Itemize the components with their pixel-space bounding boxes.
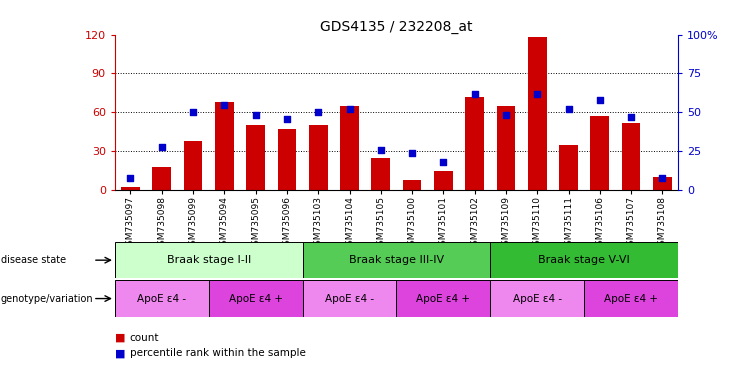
- Bar: [465, 97, 484, 190]
- Point: [437, 159, 449, 165]
- Title: GDS4135 / 232208_at: GDS4135 / 232208_at: [320, 20, 473, 33]
- Bar: [153, 167, 171, 190]
- Bar: [491, 242, 678, 278]
- Bar: [591, 116, 609, 190]
- Text: Braak stage V-VI: Braak stage V-VI: [538, 255, 630, 265]
- Bar: [584, 280, 678, 317]
- Point: [531, 91, 543, 97]
- Bar: [302, 242, 491, 278]
- Point: [124, 175, 136, 181]
- Bar: [434, 170, 453, 190]
- Text: ApoE ε4 -: ApoE ε4 -: [137, 293, 186, 304]
- Point: [312, 109, 324, 116]
- Bar: [302, 280, 396, 317]
- Point: [500, 113, 512, 119]
- Bar: [396, 280, 491, 317]
- Text: disease state: disease state: [1, 255, 66, 265]
- Bar: [309, 125, 328, 190]
- Point: [219, 101, 230, 108]
- Text: ApoE ε4 -: ApoE ε4 -: [325, 293, 374, 304]
- Text: ApoE ε4 +: ApoE ε4 +: [229, 293, 282, 304]
- Point: [469, 91, 481, 97]
- Bar: [121, 187, 140, 190]
- Text: ApoE ε4 -: ApoE ε4 -: [513, 293, 562, 304]
- Text: genotype/variation: genotype/variation: [1, 293, 93, 304]
- Bar: [371, 158, 391, 190]
- Text: Braak stage I-II: Braak stage I-II: [167, 255, 251, 265]
- Bar: [215, 102, 233, 190]
- Point: [406, 150, 418, 156]
- Point: [281, 116, 293, 122]
- Bar: [491, 280, 584, 317]
- Text: ApoE ε4 +: ApoE ε4 +: [604, 293, 658, 304]
- Bar: [246, 125, 265, 190]
- Point: [594, 97, 605, 103]
- Bar: [209, 280, 302, 317]
- Text: Braak stage III-IV: Braak stage III-IV: [349, 255, 444, 265]
- Bar: [402, 180, 422, 190]
- Point: [625, 114, 637, 120]
- Bar: [340, 106, 359, 190]
- Point: [250, 113, 262, 119]
- Bar: [115, 242, 302, 278]
- Text: ■: ■: [115, 333, 125, 343]
- Text: ApoE ε4 +: ApoE ε4 +: [416, 293, 471, 304]
- Bar: [528, 37, 547, 190]
- Bar: [115, 280, 209, 317]
- Text: percentile rank within the sample: percentile rank within the sample: [130, 348, 305, 358]
- Text: count: count: [130, 333, 159, 343]
- Point: [156, 144, 167, 150]
- Point: [344, 106, 356, 112]
- Point: [562, 106, 574, 112]
- Bar: [653, 177, 672, 190]
- Bar: [559, 145, 578, 190]
- Bar: [496, 106, 515, 190]
- Text: ■: ■: [115, 348, 125, 358]
- Point: [375, 147, 387, 153]
- Point: [187, 109, 199, 116]
- Point: [657, 175, 668, 181]
- Bar: [184, 141, 202, 190]
- Bar: [278, 129, 296, 190]
- Bar: [622, 123, 640, 190]
